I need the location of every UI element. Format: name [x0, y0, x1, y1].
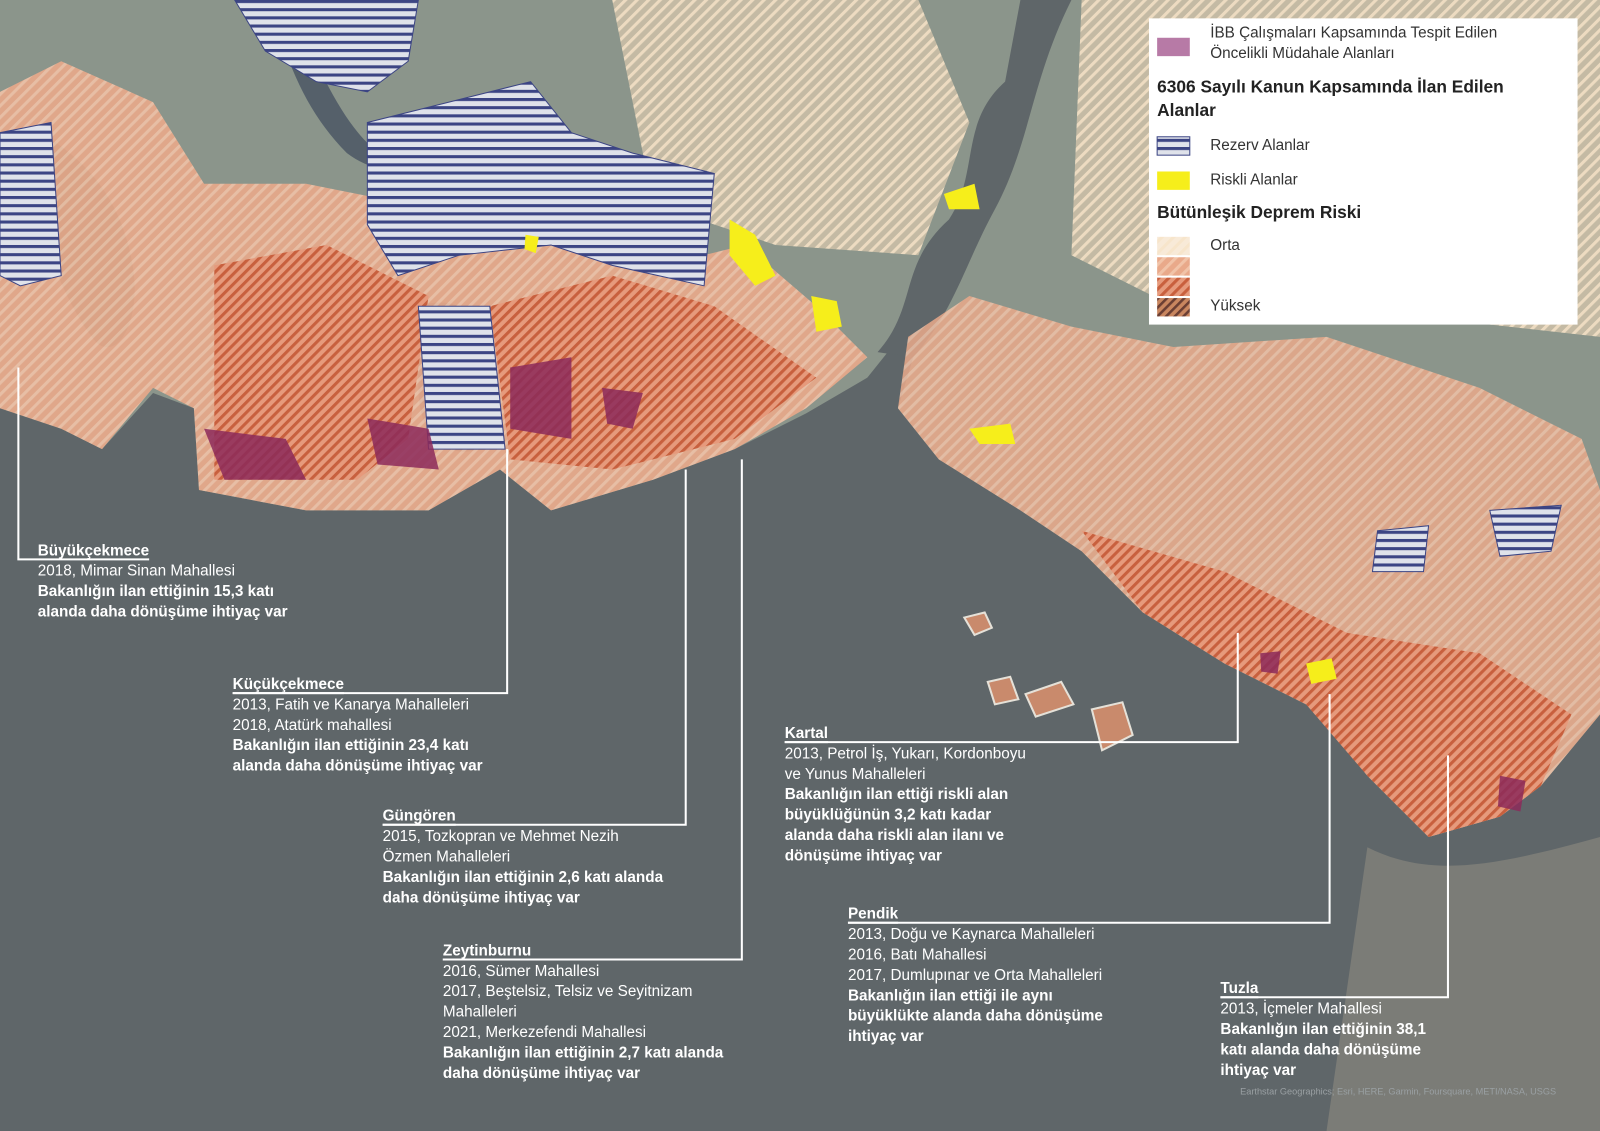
annotation-line: Mahalleleri	[443, 1004, 517, 1021]
legend-label: Riskli Alanlar	[1210, 172, 1298, 189]
leader-line	[382, 469, 687, 826]
district-name: Pendik	[848, 906, 899, 923]
priority-areas	[204, 357, 1526, 812]
annotation-line: 2016, Batı Mahallesi	[848, 946, 987, 963]
district-name: Tuzla	[1220, 980, 1258, 997]
island	[1090, 701, 1134, 752]
reserve-area	[234, 0, 419, 93]
legend-label: İBB Çalışmaları Kapsamında Tespit Edilen	[1210, 24, 1497, 42]
legend-label: Rezerv Alanlar	[1210, 137, 1309, 154]
annotation-line: ve Yunus Mahalleleri	[785, 766, 926, 783]
legend: İBB Çalışmaları Kapsamında Tespit Edilen…	[1148, 18, 1578, 325]
legend-swatch-risk	[1157, 236, 1190, 256]
annotation-note: Bakanlığın ilan ettiğinin 23,4 katı	[233, 737, 469, 754]
annotation-note: alanda daha dönüşüme ihtiyaç var	[38, 604, 288, 621]
reserve-area	[1371, 504, 1562, 573]
legend-box	[1148, 18, 1578, 325]
priority-area	[204, 428, 307, 480]
annotation-note: daha dönüşüme ihtiyaç var	[383, 889, 580, 906]
annotation-note: alanda daha riskli alan ilanı ve	[785, 827, 1004, 844]
district-name: Kartal	[785, 725, 828, 742]
annotation-note: ihtiyaç var	[1220, 1062, 1296, 1079]
island	[962, 611, 994, 637]
priority-area	[510, 357, 572, 439]
annotation-line: 2018, Mimar Sinan Mahallesi	[38, 563, 235, 580]
leader-line	[784, 632, 1239, 744]
district-name: Zeytinburnu	[443, 942, 531, 959]
risky-area	[969, 423, 1016, 445]
priority-area	[1260, 651, 1281, 674]
legend-swatch-risk	[1157, 277, 1190, 297]
legend-swatch-risky	[1157, 171, 1190, 190]
leader-line	[847, 694, 1331, 924]
annotation-note: büyüklüğünün 3,2 katı kadar	[785, 807, 992, 824]
legend-swatch-reserve	[1156, 136, 1191, 156]
land-tuzla	[1326, 837, 1600, 1131]
attribution: Earthstar Geographics; Esri, HERE, Garmi…	[1240, 1087, 1556, 1097]
annotation-note: alanda daha dönüşüme ihtiyaç var	[233, 758, 483, 775]
annotation-note: Bakanlığın ilan ettiği ile aynı	[848, 987, 1053, 1004]
leader-line	[442, 459, 743, 961]
priority-area	[1497, 775, 1526, 812]
annotation-line: 2017, Dumlupınar ve Orta Mahalleleri	[848, 967, 1102, 984]
bosphorus	[877, 0, 1072, 358]
priority-area	[367, 418, 439, 470]
island	[1024, 680, 1075, 718]
annotation-line: 2016, Sümer Mahallesi	[443, 963, 599, 980]
risk-europe-high	[214, 244, 817, 480]
annotation-note: katı alanda daha dönüşüme	[1220, 1041, 1421, 1058]
legend-heading: Bütünleşik Deprem Riski	[1157, 202, 1361, 222]
legend-label: Öncelikli Müdahale Alanları	[1210, 44, 1394, 62]
annotation-note: ihtiyaç var	[848, 1028, 924, 1045]
annotation-note: daha dönüşüme ihtiyaç var	[443, 1065, 640, 1082]
annotation-line: 2017, Beştelsiz, Telsiz ve Seyitnizam	[443, 983, 693, 1000]
district-name: Büyükçekmece	[38, 542, 149, 559]
annotation-line: 2013, Petrol İş, Yukarı, Kordonboyu	[785, 744, 1026, 762]
legend-label: Yüksek	[1210, 297, 1261, 314]
risky-area	[811, 296, 842, 332]
annotation-line: 2021, Merkezefendi Mahallesi	[443, 1024, 646, 1041]
islands	[962, 611, 1134, 752]
annotation-line: 2013, İçmeler Mahallesi	[1220, 1000, 1382, 1018]
risky-area	[729, 219, 776, 286]
reserve-area	[366, 81, 715, 287]
reserve-area	[417, 305, 506, 450]
annotation-note: Bakanlığın ilan ettiği riskli alan	[785, 786, 1009, 803]
leader-line	[1220, 755, 1449, 999]
annotation-line: Özmen Mahalleleri	[383, 847, 511, 865]
legend-label: Orta	[1210, 237, 1240, 254]
risky-area	[943, 183, 980, 210]
annotation-line: 2013, Fatih ve Kanarya Mahalleleri	[233, 696, 469, 713]
legend-swatch-risk	[1157, 298, 1190, 317]
annotation-line: 2013, Doğu ve Kaynarca Mahalleleri	[848, 926, 1095, 943]
annotation-note: Bakanlığın ilan ettiğinin 15,3 katı	[38, 583, 274, 600]
risky-areas	[524, 183, 1337, 684]
risky-area	[524, 234, 539, 254]
annotation-note: dönüşüme ihtiyaç var	[785, 847, 942, 864]
district-name: Güngören	[383, 808, 456, 825]
annotation-line: 2015, Tozkopran ve Mehmet Nezih	[383, 828, 619, 845]
leader-line	[17, 367, 150, 561]
annotation-note: Bakanlığın ilan ettiğinin 38,1	[1220, 1021, 1426, 1038]
reserve-area	[0, 121, 62, 287]
legend-swatch-priority	[1157, 37, 1190, 57]
risky-area	[1306, 658, 1337, 684]
island	[986, 675, 1020, 706]
annotation-line: 2018, Atatürk mahallesi	[233, 717, 392, 734]
legend-heading: 6306 Sayılı Kanun Kapsamında İlan Edilen	[1157, 76, 1504, 96]
annotation-note: Bakanlığın ilan ettiğinin 2,6 katı aland…	[383, 869, 664, 886]
annotation-note: Bakanlığın ilan ettiğinin 2,7 katı aland…	[443, 1044, 724, 1061]
district-name: Küçükçekmece	[233, 676, 344, 693]
annotation-note: büyüklükte alanda daha dönüşüme	[848, 1008, 1103, 1025]
legend-heading: Alanlar	[1157, 100, 1216, 120]
priority-area	[602, 387, 643, 429]
legend-swatch-risk	[1157, 257, 1190, 276]
